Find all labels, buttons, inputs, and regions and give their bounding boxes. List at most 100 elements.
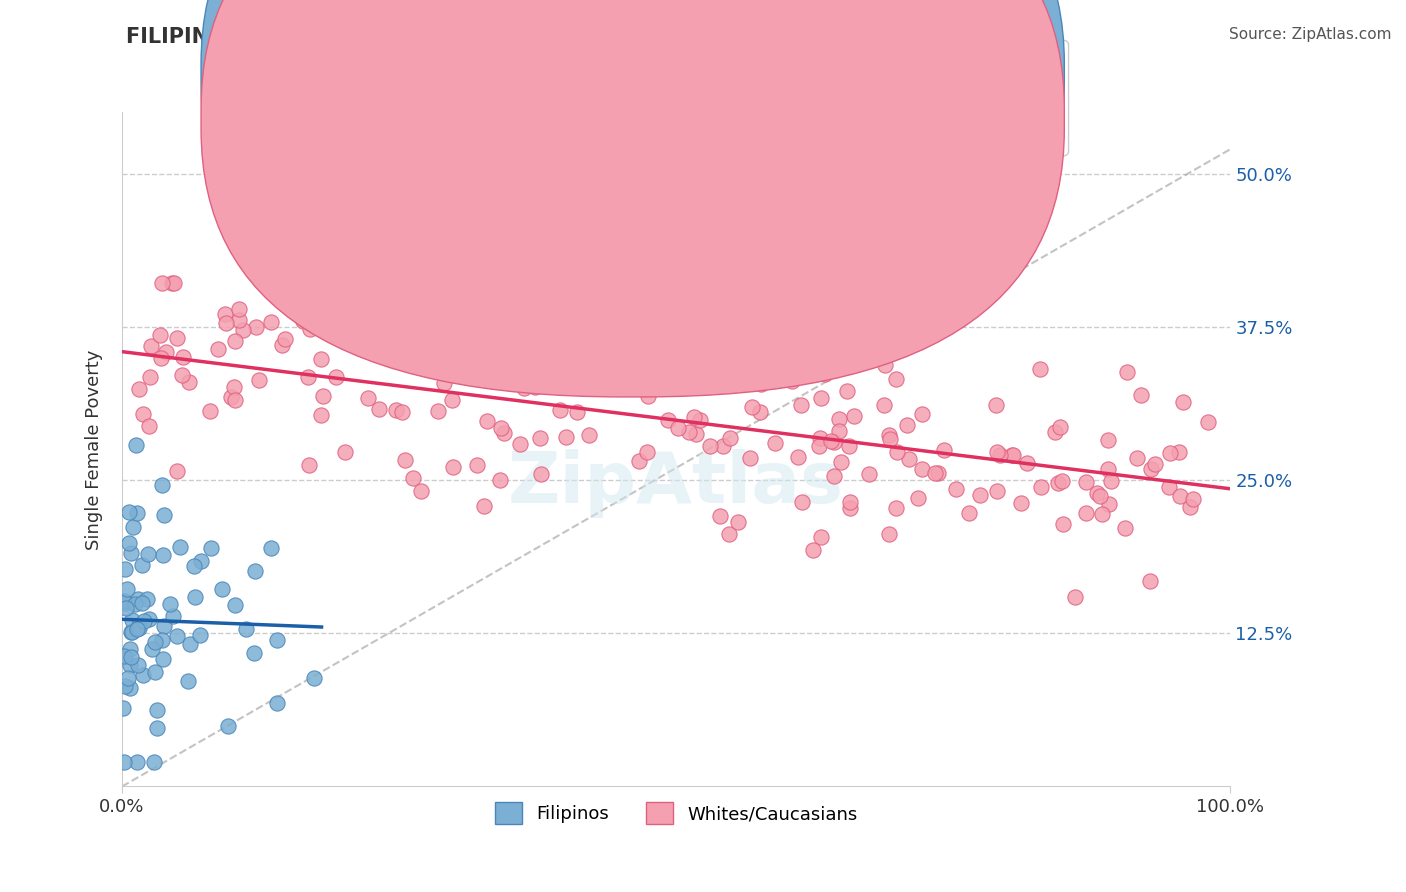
Whites/Caucasians (724, 325, 747, 339)
Filipinos (118, 505, 141, 519)
Whites/Caucasians (1074, 507, 1097, 521)
Whites/Caucasians (911, 407, 934, 421)
Whites/Caucasians (959, 507, 981, 521)
Whites/Caucasians (1001, 449, 1024, 463)
Whites/Caucasians (740, 451, 762, 466)
Whites/Caucasians (207, 342, 229, 356)
Whites/Caucasians (924, 466, 946, 480)
Whites/Caucasians (433, 376, 456, 390)
Whites/Caucasians (1052, 517, 1074, 532)
Whites/Caucasians (884, 372, 907, 386)
Whites/Caucasians (927, 466, 949, 480)
Filipinos (118, 642, 141, 657)
Whites/Caucasians (472, 499, 495, 513)
Whites/Caucasians (540, 363, 562, 377)
Text: Source: ZipAtlas.com: Source: ZipAtlas.com (1229, 27, 1392, 42)
Whites/Caucasians (1099, 475, 1122, 489)
Filipinos (245, 565, 267, 579)
Whites/Caucasians (427, 403, 450, 417)
Whites/Caucasians (1010, 496, 1032, 510)
Whites/Caucasians (530, 467, 553, 482)
Whites/Caucasians (385, 402, 408, 417)
Whites/Caucasians (907, 491, 929, 505)
Whites/Caucasians (655, 375, 678, 389)
Whites/Caucasians (1097, 433, 1119, 447)
Filipinos (152, 478, 174, 492)
Filipinos (183, 559, 205, 574)
Whites/Caucasians (683, 410, 706, 425)
Whites/Caucasians (1143, 458, 1166, 472)
Filipinos (217, 719, 239, 733)
Filipinos (121, 519, 143, 533)
Whites/Caucasians (636, 444, 658, 458)
Filipinos (138, 611, 160, 625)
Whites/Caucasians (299, 322, 322, 336)
Whites/Caucasians (368, 401, 391, 416)
Whites/Caucasians (325, 369, 347, 384)
Whites/Caucasians (387, 304, 409, 318)
Filipinos (125, 622, 148, 636)
Whites/Caucasians (512, 381, 534, 395)
Whites/Caucasians (932, 443, 955, 458)
Whites/Caucasians (593, 380, 616, 394)
Whites/Caucasians (245, 320, 267, 334)
Whites/Caucasians (522, 333, 544, 347)
Whites/Caucasians (877, 428, 900, 442)
Whites/Caucasians (830, 455, 852, 469)
Whites/Caucasians (1098, 497, 1121, 511)
Whites/Caucasians (138, 419, 160, 434)
Filipinos (132, 614, 155, 628)
Whites/Caucasians (475, 414, 498, 428)
Whites/Caucasians (823, 435, 845, 450)
Whites/Caucasians (1001, 449, 1024, 463)
Text: R =  0.122  N =  70: R = 0.122 N = 70 (647, 62, 837, 80)
Whites/Caucasians (810, 530, 832, 544)
Filipinos (143, 634, 166, 648)
Filipinos (117, 671, 139, 685)
Whites/Caucasians (586, 349, 609, 363)
Whites/Caucasians (839, 500, 862, 515)
Whites/Caucasians (567, 405, 589, 419)
Whites/Caucasians (541, 330, 564, 344)
Whites/Caucasians (828, 412, 851, 426)
Whites/Caucasians (160, 277, 183, 291)
Whites/Caucasians (274, 332, 297, 346)
Whites/Caucasians (215, 316, 238, 330)
Filipinos (118, 681, 141, 696)
Whites/Caucasians (986, 398, 1008, 412)
Whites/Caucasians (356, 391, 378, 405)
Filipinos (114, 679, 136, 693)
Whites/Caucasians (801, 543, 824, 558)
Filipinos (112, 755, 135, 769)
Whites/Caucasians (1171, 395, 1194, 409)
Whites/Caucasians (155, 345, 177, 359)
Whites/Caucasians (763, 436, 786, 450)
Whites/Caucasians (297, 370, 319, 384)
Whites/Caucasians (335, 445, 357, 459)
Filipinos (143, 665, 166, 679)
Whites/Caucasians (1159, 480, 1181, 494)
Whites/Caucasians (128, 382, 150, 396)
Filipinos (190, 554, 212, 568)
Filipinos (266, 632, 288, 647)
Whites/Caucasians (657, 412, 679, 426)
Filipinos (141, 641, 163, 656)
Whites/Caucasians (149, 351, 172, 365)
Whites/Caucasians (799, 362, 821, 376)
Filipinos (127, 657, 149, 672)
Whites/Caucasians (807, 439, 830, 453)
Whites/Caucasians (988, 448, 1011, 462)
Whites/Caucasians (441, 459, 464, 474)
Whites/Caucasians (513, 342, 536, 356)
Whites/Caucasians (884, 500, 907, 515)
Legend: Filipinos, Whites/Caucasians: Filipinos, Whites/Caucasians (488, 795, 865, 831)
Whites/Caucasians (426, 362, 449, 376)
Whites/Caucasians (1049, 420, 1071, 434)
Whites/Caucasians (139, 370, 162, 384)
Whites/Caucasians (896, 418, 918, 433)
Filipinos (152, 652, 174, 666)
Filipinos (132, 668, 155, 682)
Whites/Caucasians (838, 439, 860, 453)
Whites/Caucasians (166, 465, 188, 479)
Filipinos (120, 657, 142, 672)
